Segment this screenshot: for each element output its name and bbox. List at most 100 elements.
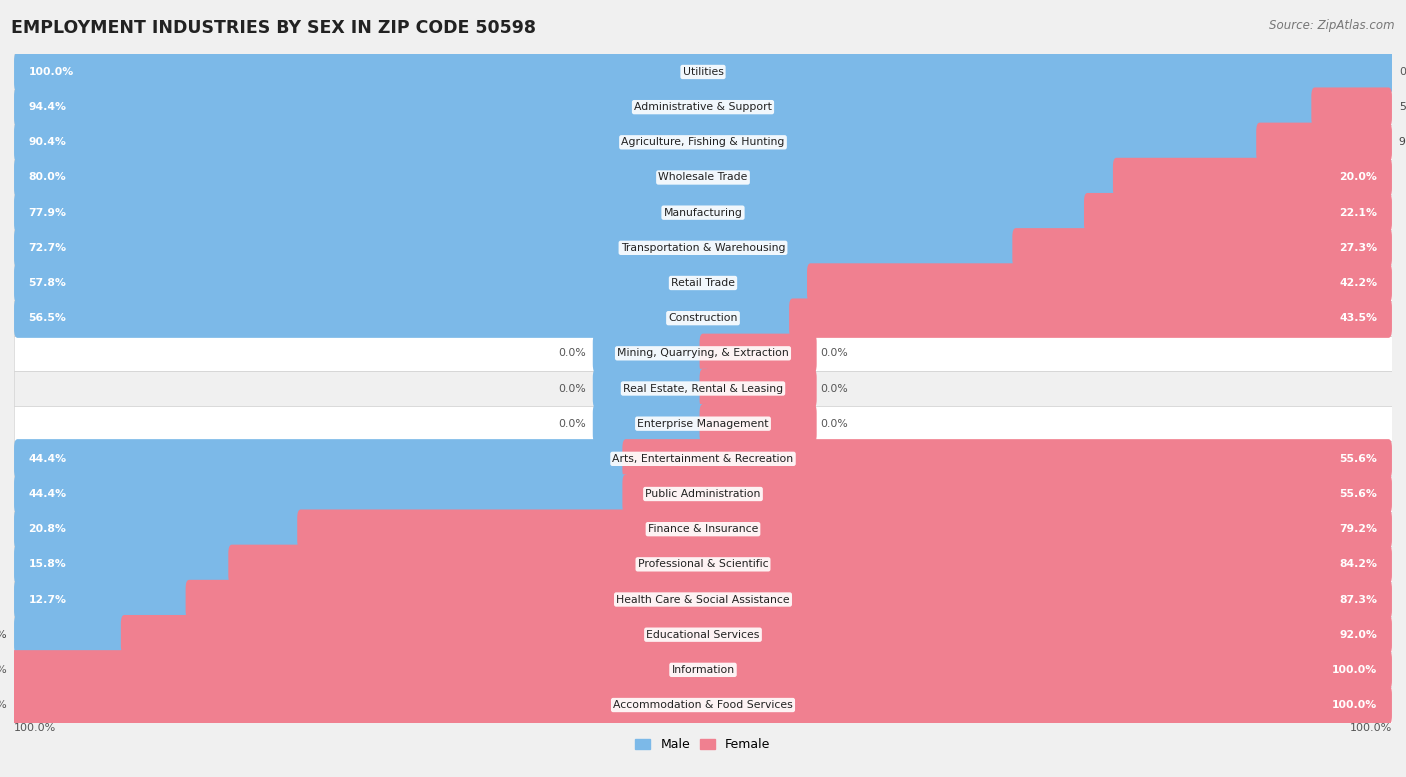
FancyBboxPatch shape <box>593 369 710 408</box>
FancyBboxPatch shape <box>700 404 817 444</box>
FancyBboxPatch shape <box>14 474 630 514</box>
Text: Real Estate, Rental & Leasing: Real Estate, Rental & Leasing <box>623 384 783 393</box>
Text: 15.8%: 15.8% <box>28 559 66 570</box>
Text: Source: ZipAtlas.com: Source: ZipAtlas.com <box>1270 19 1395 33</box>
Text: Administrative & Support: Administrative & Support <box>634 102 772 112</box>
FancyBboxPatch shape <box>14 406 1392 441</box>
Text: 0.0%: 0.0% <box>558 384 586 393</box>
FancyBboxPatch shape <box>14 88 1319 127</box>
FancyBboxPatch shape <box>593 404 710 444</box>
Text: Accommodation & Food Services: Accommodation & Food Services <box>613 700 793 710</box>
FancyBboxPatch shape <box>14 125 1392 160</box>
FancyBboxPatch shape <box>14 193 1091 232</box>
Text: Professional & Scientific: Professional & Scientific <box>638 559 768 570</box>
FancyBboxPatch shape <box>11 685 1392 725</box>
Text: EMPLOYMENT INDUSTRIES BY SEX IN ZIP CODE 50598: EMPLOYMENT INDUSTRIES BY SEX IN ZIP CODE… <box>11 19 536 37</box>
Text: 55.6%: 55.6% <box>1340 489 1378 499</box>
Text: 100.0%: 100.0% <box>14 723 56 733</box>
FancyBboxPatch shape <box>623 474 1392 514</box>
Text: 43.5%: 43.5% <box>1340 313 1378 323</box>
FancyBboxPatch shape <box>14 615 128 654</box>
FancyBboxPatch shape <box>14 652 1392 688</box>
FancyBboxPatch shape <box>1084 193 1392 232</box>
Text: Enterprise Management: Enterprise Management <box>637 419 769 429</box>
Text: 100.0%: 100.0% <box>1333 700 1378 710</box>
FancyBboxPatch shape <box>14 511 1392 547</box>
Text: Educational Services: Educational Services <box>647 629 759 639</box>
FancyBboxPatch shape <box>1256 123 1392 162</box>
Text: 44.4%: 44.4% <box>28 489 66 499</box>
FancyBboxPatch shape <box>14 123 1263 162</box>
FancyBboxPatch shape <box>14 580 193 619</box>
FancyBboxPatch shape <box>593 333 710 373</box>
Text: Transportation & Warehousing: Transportation & Warehousing <box>621 243 785 253</box>
Text: 80.0%: 80.0% <box>28 172 66 183</box>
Text: 94.4%: 94.4% <box>28 102 66 112</box>
Text: 0.0%: 0.0% <box>820 348 848 358</box>
FancyBboxPatch shape <box>14 230 1392 266</box>
Text: 9.6%: 9.6% <box>1399 138 1406 148</box>
FancyBboxPatch shape <box>700 333 817 373</box>
Text: 0.0%: 0.0% <box>0 665 7 675</box>
Text: 22.1%: 22.1% <box>1340 207 1378 218</box>
Text: Finance & Insurance: Finance & Insurance <box>648 524 758 534</box>
Text: 92.0%: 92.0% <box>1340 629 1378 639</box>
Text: 100.0%: 100.0% <box>1350 723 1392 733</box>
Text: 100.0%: 100.0% <box>28 67 73 77</box>
FancyBboxPatch shape <box>14 476 1392 511</box>
Text: 0.0%: 0.0% <box>820 419 848 429</box>
Text: Arts, Entertainment & Recreation: Arts, Entertainment & Recreation <box>613 454 793 464</box>
Text: Public Administration: Public Administration <box>645 489 761 499</box>
Text: 0.0%: 0.0% <box>1399 67 1406 77</box>
FancyBboxPatch shape <box>789 298 1392 338</box>
Text: 27.3%: 27.3% <box>1340 243 1378 253</box>
Text: 100.0%: 100.0% <box>1333 665 1378 675</box>
Text: 79.2%: 79.2% <box>1340 524 1378 534</box>
FancyBboxPatch shape <box>121 615 1392 654</box>
FancyBboxPatch shape <box>228 545 1392 584</box>
FancyBboxPatch shape <box>14 617 1392 652</box>
FancyBboxPatch shape <box>14 160 1392 195</box>
FancyBboxPatch shape <box>14 89 1392 125</box>
Text: 56.5%: 56.5% <box>28 313 66 323</box>
FancyBboxPatch shape <box>14 158 1119 197</box>
Text: 20.8%: 20.8% <box>28 524 66 534</box>
Text: 44.4%: 44.4% <box>28 454 66 464</box>
FancyBboxPatch shape <box>14 228 1019 267</box>
Text: Agriculture, Fishing & Hunting: Agriculture, Fishing & Hunting <box>621 138 785 148</box>
Text: 8.0%: 8.0% <box>0 629 7 639</box>
FancyBboxPatch shape <box>14 688 1392 723</box>
Text: 72.7%: 72.7% <box>28 243 66 253</box>
Text: 42.2%: 42.2% <box>1340 278 1378 288</box>
FancyBboxPatch shape <box>14 441 1392 476</box>
FancyBboxPatch shape <box>1114 158 1392 197</box>
FancyBboxPatch shape <box>14 298 796 338</box>
FancyBboxPatch shape <box>14 266 1392 301</box>
Text: 5.6%: 5.6% <box>1399 102 1406 112</box>
Legend: Male, Female: Male, Female <box>630 733 776 757</box>
FancyBboxPatch shape <box>623 439 1392 479</box>
Text: Wholesale Trade: Wholesale Trade <box>658 172 748 183</box>
Text: 0.0%: 0.0% <box>558 419 586 429</box>
FancyBboxPatch shape <box>807 263 1392 303</box>
Text: Retail Trade: Retail Trade <box>671 278 735 288</box>
FancyBboxPatch shape <box>14 582 1392 617</box>
FancyBboxPatch shape <box>297 510 1392 549</box>
FancyBboxPatch shape <box>14 195 1392 230</box>
FancyBboxPatch shape <box>14 54 1392 89</box>
FancyBboxPatch shape <box>700 369 817 408</box>
FancyBboxPatch shape <box>14 510 304 549</box>
Text: Information: Information <box>672 665 734 675</box>
FancyBboxPatch shape <box>1012 228 1392 267</box>
FancyBboxPatch shape <box>14 545 235 584</box>
Text: 0.0%: 0.0% <box>558 348 586 358</box>
Text: 12.7%: 12.7% <box>28 594 66 605</box>
FancyBboxPatch shape <box>14 547 1392 582</box>
FancyBboxPatch shape <box>14 52 1395 92</box>
Text: Utilities: Utilities <box>682 67 724 77</box>
FancyBboxPatch shape <box>1312 88 1392 127</box>
Text: 57.8%: 57.8% <box>28 278 66 288</box>
Text: Mining, Quarrying, & Extraction: Mining, Quarrying, & Extraction <box>617 348 789 358</box>
FancyBboxPatch shape <box>14 263 814 303</box>
Text: 84.2%: 84.2% <box>1340 559 1378 570</box>
